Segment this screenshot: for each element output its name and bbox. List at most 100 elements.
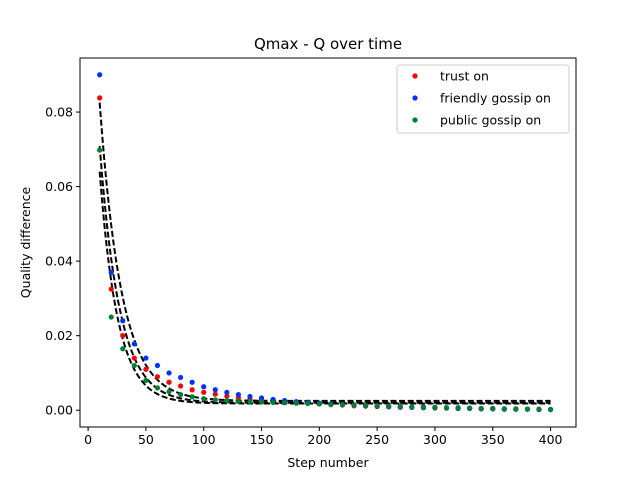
data-point: [189, 394, 195, 400]
legend-box: [396, 64, 570, 134]
data-point: [131, 362, 137, 369]
y-tick-label: 0.02: [45, 328, 73, 343]
data-point: [386, 403, 392, 409]
data-point: [166, 370, 172, 376]
data-point: [235, 398, 241, 404]
x-tick-label: 400: [539, 432, 563, 447]
data-point: [131, 341, 137, 347]
data-point: [224, 389, 230, 395]
data-point: [247, 399, 253, 405]
x-tick-label: 300: [423, 432, 447, 447]
data-point: [328, 401, 334, 407]
legend-marker: [412, 73, 418, 79]
data-point: [432, 404, 438, 410]
data-point: [189, 387, 195, 393]
data-points: [97, 72, 554, 413]
data-point: [108, 314, 114, 320]
data-point: [143, 366, 149, 372]
x-axis-ticks: 0 50 100 150 200 250 300 350 400: [84, 427, 563, 447]
data-point: [455, 405, 461, 411]
data-point: [316, 401, 322, 407]
y-axis-ticks: 0.00 0.02 0.04 0.06 0.08: [45, 105, 80, 418]
data-point: [166, 379, 172, 385]
data-point: [154, 362, 161, 369]
legend-marker: [412, 95, 418, 101]
x-tick-label: 250: [365, 432, 389, 447]
data-point: [212, 387, 218, 393]
data-point: [201, 396, 207, 402]
legend: trust on friendly gossip on public gossip …: [396, 64, 570, 134]
data-point: [501, 406, 507, 412]
data-point: [235, 391, 241, 398]
plot-frame: [79, 57, 577, 428]
data-point: [212, 397, 218, 403]
data-point: [270, 399, 276, 405]
data-point: [397, 403, 403, 410]
legend-label: trust on: [440, 69, 489, 84]
x-tick-label: 100: [192, 432, 216, 447]
y-tick-label: 0.08: [45, 105, 73, 120]
data-point: [154, 385, 161, 391]
data-point: [351, 402, 357, 408]
fit-curve: [98, 102, 551, 402]
y-tick-label: 0.00: [45, 403, 73, 418]
x-tick-label: 350: [481, 432, 505, 447]
data-point: [131, 355, 137, 361]
data-point: [513, 406, 519, 412]
data-point: [166, 388, 172, 395]
data-point: [143, 377, 149, 384]
data-point: [536, 406, 542, 412]
data-point: [467, 405, 473, 411]
data-point: [420, 404, 426, 410]
data-point: [201, 384, 207, 390]
data-point: [212, 391, 218, 397]
data-point: [189, 379, 195, 385]
x-tick-label: 50: [138, 432, 154, 447]
y-axis-label: Quality difference: [18, 186, 33, 298]
data-point: [258, 399, 265, 405]
data-point: [374, 403, 380, 409]
data-point: [120, 333, 126, 339]
x-tick-label: 200: [307, 432, 331, 447]
data-point: [108, 286, 114, 292]
data-point: [224, 397, 230, 404]
data-point: [97, 95, 103, 101]
data-point: [339, 402, 346, 408]
data-point: [443, 405, 450, 411]
data-point: [293, 400, 299, 406]
chart-title: Qmax - Q over time: [254, 35, 402, 53]
data-point: [177, 374, 184, 381]
data-point: [120, 346, 126, 352]
data-point: [108, 269, 114, 275]
legend-label: public gossip on: [440, 113, 541, 128]
data-point: [524, 406, 531, 412]
data-point: [478, 405, 484, 411]
fit-curves: [98, 102, 551, 405]
data-point: [120, 318, 126, 324]
data-point: [154, 374, 161, 380]
data-point: [547, 406, 554, 413]
data-point: [143, 355, 149, 361]
data-point: [362, 402, 369, 408]
x-tick-label: 0: [84, 432, 92, 447]
data-point: [177, 383, 184, 389]
y-tick-label: 0.06: [45, 179, 73, 194]
data-point: [305, 400, 311, 407]
data-point: [177, 391, 184, 398]
x-tick-label: 150: [250, 432, 274, 447]
data-point: [97, 147, 103, 153]
y-tick-label: 0.04: [45, 254, 73, 269]
data-point: [224, 393, 230, 399]
data-point: [409, 404, 415, 410]
data-point: [258, 395, 265, 401]
data-point: [247, 393, 253, 400]
data-point: [490, 405, 496, 411]
fit-curve: [98, 171, 551, 405]
legend-marker: [412, 117, 418, 123]
legend-label: friendly gossip on: [440, 91, 551, 106]
x-axis-label: Step number: [287, 455, 369, 470]
data-point: [201, 389, 207, 395]
data-point: [282, 400, 288, 406]
data-point: [97, 72, 103, 78]
